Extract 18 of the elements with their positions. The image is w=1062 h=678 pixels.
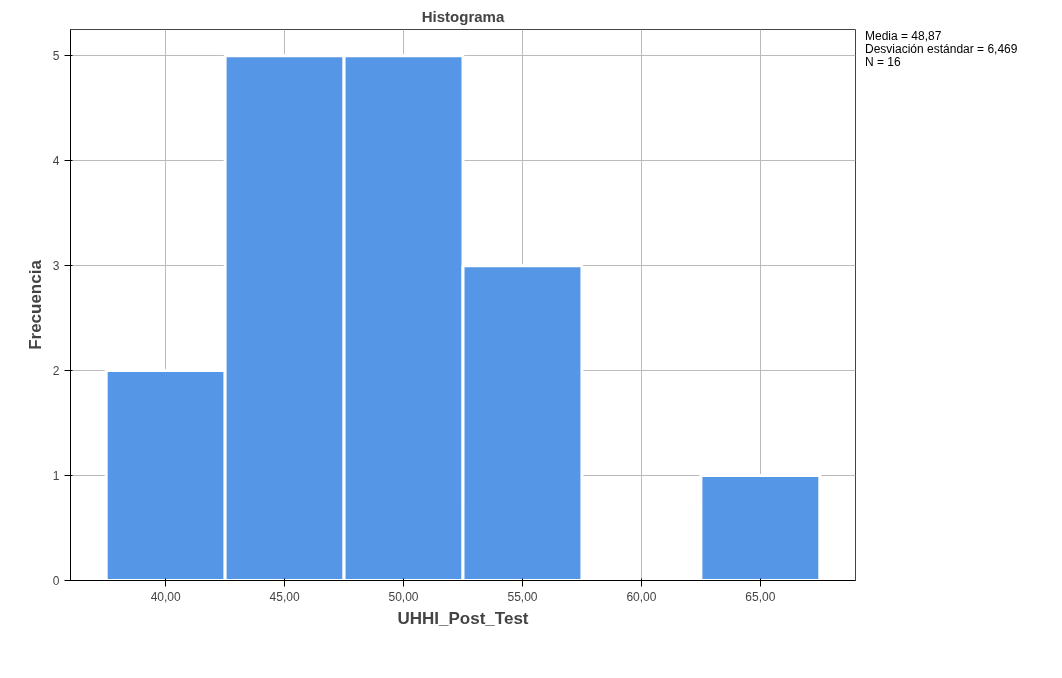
text: N = 16 bbox=[865, 55, 901, 70]
chart-title: Histograma bbox=[421, 7, 505, 25]
x-tick-label: 40,00 bbox=[150, 589, 181, 604]
text: Desviación estándar = 6,469 bbox=[865, 42, 1018, 57]
y-tick-label: 3 bbox=[52, 259, 60, 274]
x-tick-label: 45,00 bbox=[269, 589, 300, 604]
x-tick-label: 50,00 bbox=[388, 589, 419, 604]
x-tick-label: 55,00 bbox=[507, 589, 538, 604]
y-tick-label: 2 bbox=[52, 364, 60, 379]
x-tick-label: 65,00 bbox=[745, 589, 776, 604]
text: Media = 48,87 bbox=[865, 29, 942, 43]
y-tick-label: 5 bbox=[52, 49, 60, 64]
x-tick-label: 60,00 bbox=[626, 589, 657, 604]
y-tick-label: 4 bbox=[52, 154, 60, 169]
y-tick-label: 0 bbox=[52, 574, 60, 588]
y-axis-title: Frecuencia bbox=[25, 259, 45, 350]
x-axis-title: UHHI_Post_Test bbox=[397, 608, 529, 628]
y-tick-label: 1 bbox=[52, 469, 60, 484]
